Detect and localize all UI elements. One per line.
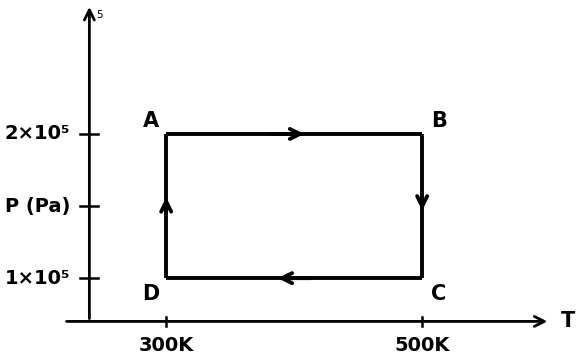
Text: 1×10⁵: 1×10⁵ [5, 269, 70, 288]
Text: A: A [143, 111, 159, 131]
Text: $^5$: $^5$ [96, 11, 103, 26]
Text: B: B [431, 111, 447, 131]
Text: 2×10⁵: 2×10⁵ [5, 125, 70, 144]
Text: T: T [561, 311, 575, 331]
Text: C: C [431, 284, 446, 304]
Text: 500K: 500K [394, 336, 450, 355]
Text: P (Pa): P (Pa) [5, 196, 70, 215]
Text: 300K: 300K [139, 336, 194, 355]
Text: D: D [142, 284, 160, 304]
